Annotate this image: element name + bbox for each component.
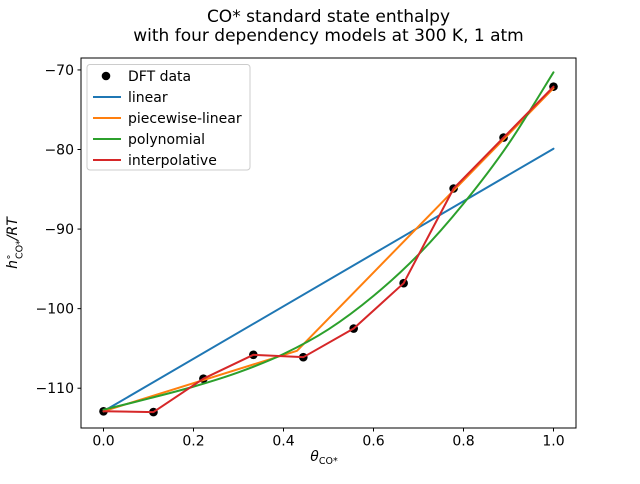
legend-entry-dft-data: DFT data xyxy=(101,69,191,85)
chart-title-line2: with four dependency models at 300 K, 1 … xyxy=(133,26,524,46)
x-tick-label: 1.0 xyxy=(542,434,564,450)
legend-entry-linear: linear xyxy=(93,90,168,106)
series-line-polynomial xyxy=(102,71,555,411)
series-line-piecewise-linear xyxy=(102,87,555,413)
y-axis-label-subscript: CO* xyxy=(15,240,26,259)
legend-label-dft-data: DFT data xyxy=(128,69,191,85)
x-axis-label-subscript: CO* xyxy=(319,456,338,467)
legend-entry-polynomial: polynomial xyxy=(93,132,205,148)
series-line-interpolative xyxy=(102,85,555,414)
x-tick-label: 0.4 xyxy=(272,434,294,450)
x-tick-label: 0.2 xyxy=(182,434,204,450)
y-axis-label-base: h xyxy=(5,260,21,269)
x-axis-label-base: θ xyxy=(310,449,319,465)
x-tick-label: 0.0 xyxy=(92,434,114,450)
legend-label-interpolative: interpolative xyxy=(128,153,217,169)
legend-label-piecewise-linear: piecewise-linear xyxy=(128,111,242,127)
y-axis-ticks: −70 −80 −90 −100 −110 xyxy=(36,63,81,397)
y-tick-label: −90 xyxy=(44,222,74,238)
y-tick-label: −80 xyxy=(44,143,74,159)
legend: DFT data linear piecewise-linear polynom… xyxy=(86,64,251,171)
y-axis-label-rest: /RT xyxy=(5,216,21,242)
x-axis-label: θCO* xyxy=(310,449,338,467)
y-tick-label: −100 xyxy=(36,302,74,318)
legend-label-polynomial: polynomial xyxy=(128,132,205,148)
legend-entry-piecewise-linear: piecewise-linear xyxy=(93,111,242,127)
x-tick-label: 0.6 xyxy=(362,434,384,450)
x-axis-ticks: 0.0 0.2 0.4 0.6 0.8 1.0 xyxy=(92,428,565,450)
y-tick-label: −70 xyxy=(44,63,74,79)
y-tick-label: −110 xyxy=(36,381,74,397)
plot-series xyxy=(99,71,558,417)
legend-label-linear: linear xyxy=(128,90,168,106)
x-tick-label: 0.8 xyxy=(452,434,474,450)
chart-title-line1: CO* standard state enthalpy xyxy=(207,7,450,27)
series-line-linear xyxy=(102,147,555,413)
y-axis-label-superscript: ∘ xyxy=(4,254,15,260)
legend-entry-interpolative: interpolative xyxy=(93,153,217,169)
legend-box xyxy=(86,64,251,171)
y-axis-label: h∘CO*/RT xyxy=(4,216,26,269)
dft-data-marker-icon xyxy=(101,71,111,81)
